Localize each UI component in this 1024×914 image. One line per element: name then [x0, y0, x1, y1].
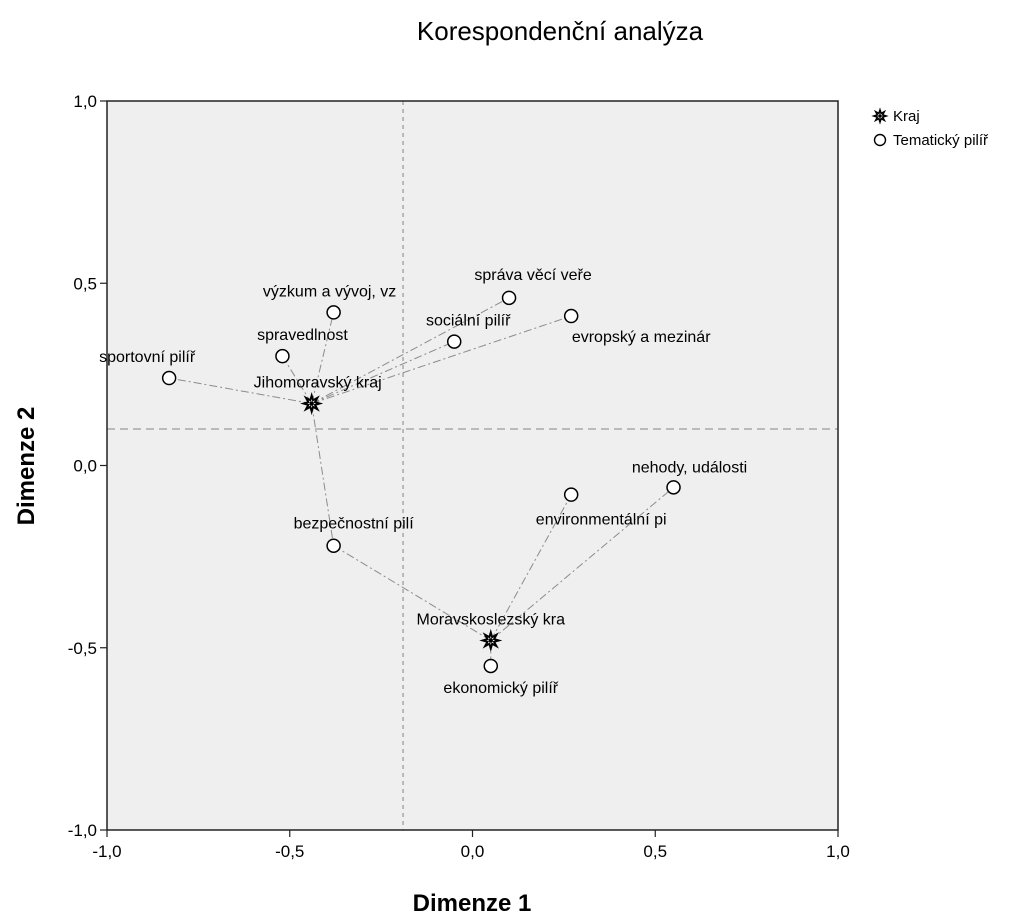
connector-line	[490, 486, 674, 641]
pilir-marker	[326, 538, 341, 553]
axis-ticks: -1,0 -0,5 0,0 0,5 1,0 1,0 0,5 0,0 -0,5 -1,0	[68, 92, 850, 861]
connector-line	[333, 545, 492, 641]
connector-line	[311, 297, 510, 404]
y-tick-label: -0,5	[68, 639, 97, 658]
x-tick-label: 0,5	[643, 842, 667, 861]
point-label: výzkum a vývoj, vz	[263, 283, 396, 300]
point-label: správa věcí veře	[474, 267, 591, 284]
pilir-marker	[501, 290, 517, 306]
point-label: spravedlnost	[257, 327, 348, 344]
pilir-marker	[666, 480, 681, 495]
legend-circle-icon	[873, 133, 887, 147]
point-label: sportovní pilíř	[99, 349, 196, 366]
pilir-marker	[446, 334, 462, 349]
y-tick-label: -1,0	[68, 821, 97, 840]
reference-lines	[107, 101, 838, 830]
pilir-marker	[563, 308, 579, 324]
pilir-marker	[326, 305, 341, 320]
connector-line	[311, 403, 335, 546]
connector-line	[282, 355, 313, 404]
kraj-marker-center	[309, 401, 314, 406]
chart-title: Korespondenční analýza	[417, 16, 704, 46]
legend-label: Tematický pilíř	[893, 132, 989, 149]
point-label: bezpečnostní pilí	[294, 516, 415, 533]
pilir-marker	[275, 348, 290, 364]
point-label: Jihomoravský kraj	[254, 375, 382, 392]
point-labels: Jihomoravský kraj Moravskoslezský kra výzk…	[99, 267, 747, 697]
plot-area	[107, 101, 838, 830]
legend-label: Kraj	[893, 108, 920, 125]
connector-lines	[169, 297, 674, 666]
pilir-marker	[483, 658, 499, 674]
y-tick-label: 1,0	[73, 92, 97, 111]
connector-line	[311, 341, 455, 404]
x-tick-label: 1,0	[826, 842, 850, 861]
pilir-marker	[563, 487, 579, 502]
point-label: evropský a mezinár	[572, 329, 711, 346]
kraj-marker-center	[488, 638, 493, 643]
connector-line	[311, 315, 572, 405]
x-tick-label: -0,5	[275, 842, 304, 861]
legend-star-center	[878, 114, 882, 118]
y-tick-label: 0,0	[73, 457, 97, 476]
y-tick-label: 0,5	[73, 274, 97, 293]
data-markers	[161, 290, 681, 674]
connector-line	[490, 494, 572, 641]
point-label: nehody, události	[632, 459, 747, 476]
y-axis-title: Dimenze 2	[13, 407, 40, 526]
point-label: Moravskoslezský kra	[417, 611, 566, 628]
x-axis-title: Dimenze 1	[413, 890, 532, 914]
pilir-marker	[161, 370, 177, 386]
point-label: environmentální pi	[536, 512, 667, 529]
legend: Kraj Tematický pilíř	[871, 107, 989, 149]
point-label: sociální pilíř	[426, 313, 511, 330]
x-tick-label: -1,0	[92, 842, 121, 861]
x-tick-label: 0,0	[461, 842, 485, 861]
point-label: ekonomický pilíř	[443, 680, 558, 697]
